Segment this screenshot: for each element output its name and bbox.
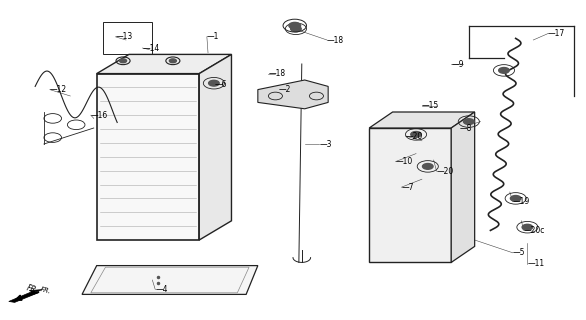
Polygon shape [451,112,475,262]
Circle shape [411,132,421,137]
Circle shape [423,164,433,169]
Polygon shape [82,266,258,294]
Circle shape [289,22,301,29]
Circle shape [464,119,474,124]
Text: —12: —12 [50,85,67,94]
Text: —20: —20 [437,167,454,176]
Bar [97,74,199,240]
Polygon shape [97,54,231,74]
Text: —11: —11 [527,260,544,268]
Circle shape [209,80,219,86]
Text: —18: —18 [268,69,285,78]
Text: —19: —19 [513,197,530,206]
Text: —10: —10 [396,157,413,166]
Text: —18: —18 [327,36,344,44]
Circle shape [510,196,521,201]
Text: —3: —3 [319,140,332,148]
Text: FR.: FR. [40,286,52,295]
Text: —20: —20 [406,132,423,140]
Circle shape [169,59,176,63]
Text: —6: —6 [215,80,227,89]
Bar [103,22,152,54]
Circle shape [522,224,533,230]
Text: —2: —2 [278,85,291,94]
Text: —15: —15 [422,101,439,110]
Polygon shape [9,290,42,302]
Circle shape [120,59,127,63]
Text: —16: —16 [91,111,108,120]
Text: —20c: —20c [523,226,544,235]
Text: —9: —9 [451,60,464,68]
Text: —13: —13 [115,32,132,41]
Bar [369,128,451,262]
Text: —4: —4 [155,285,168,294]
Polygon shape [369,112,475,128]
Text: FR.: FR. [25,284,39,296]
Polygon shape [258,80,328,109]
Polygon shape [199,54,231,240]
Circle shape [499,68,509,73]
Text: —17: —17 [548,29,565,38]
Text: —1: —1 [207,32,219,41]
Text: —14: —14 [142,44,159,52]
Text: —5: —5 [513,248,525,257]
Circle shape [291,26,301,32]
Text: —7: —7 [401,183,414,192]
Text: —8: —8 [460,124,472,132]
